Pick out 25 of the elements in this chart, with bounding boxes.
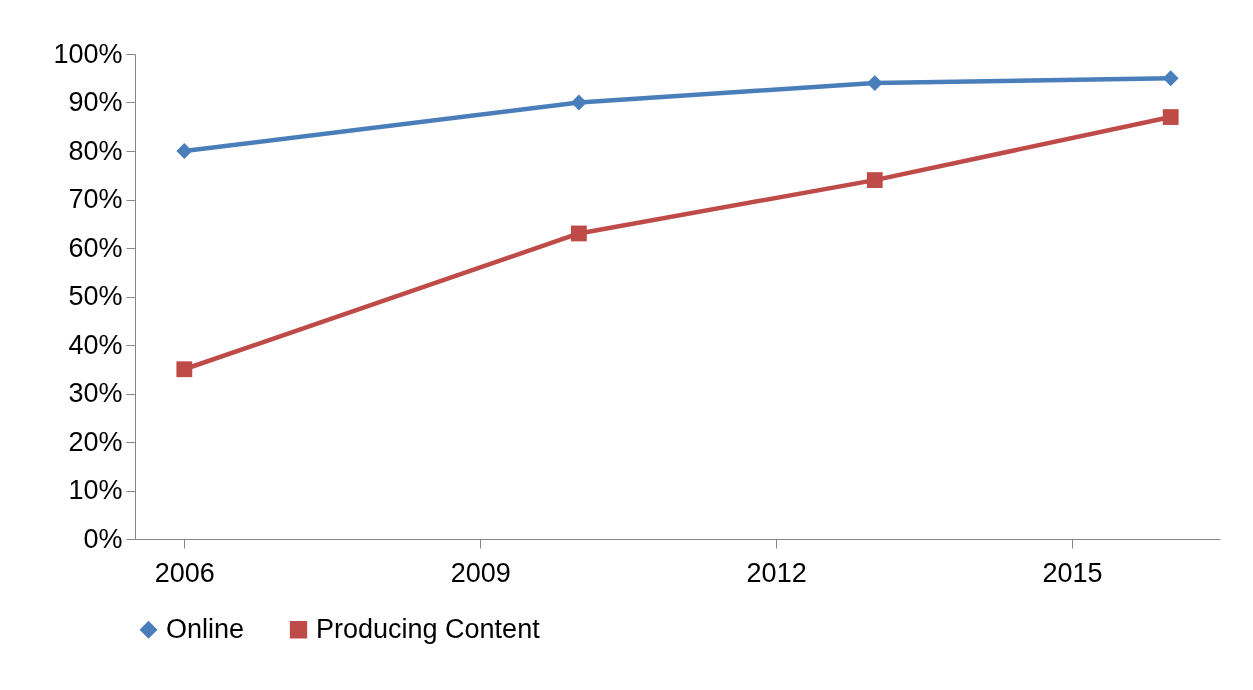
y-tick-label: 30% <box>68 378 123 408</box>
y-tick-label: 40% <box>68 329 123 360</box>
point <box>570 94 587 111</box>
point <box>1162 70 1179 87</box>
x-tick-label: 2012 <box>746 557 807 588</box>
point <box>176 361 193 378</box>
x-tick-label: 2006 <box>154 557 215 588</box>
y-tick-label: 100% <box>53 38 123 69</box>
x-tick-label: 2015 <box>1042 557 1103 588</box>
y-tick-label: 50% <box>68 281 123 311</box>
y-tick-label: 10% <box>68 475 123 505</box>
y-tick-label: 70% <box>68 184 123 214</box>
point <box>176 143 193 159</box>
point <box>866 172 883 188</box>
point <box>570 225 587 242</box>
point <box>1162 109 1179 125</box>
y-tick-label: 80% <box>68 135 123 166</box>
x-tick-label: 2009 <box>450 557 511 588</box>
y-tick-label: 0% <box>83 523 123 554</box>
y-tick-label: 20% <box>68 426 123 457</box>
legend-label: Online <box>166 613 245 644</box>
y-tick-label: 60% <box>68 232 123 263</box>
legend-label: Producing Content <box>316 613 541 644</box>
y-tick-label: 90% <box>68 87 123 117</box>
point <box>866 75 883 92</box>
